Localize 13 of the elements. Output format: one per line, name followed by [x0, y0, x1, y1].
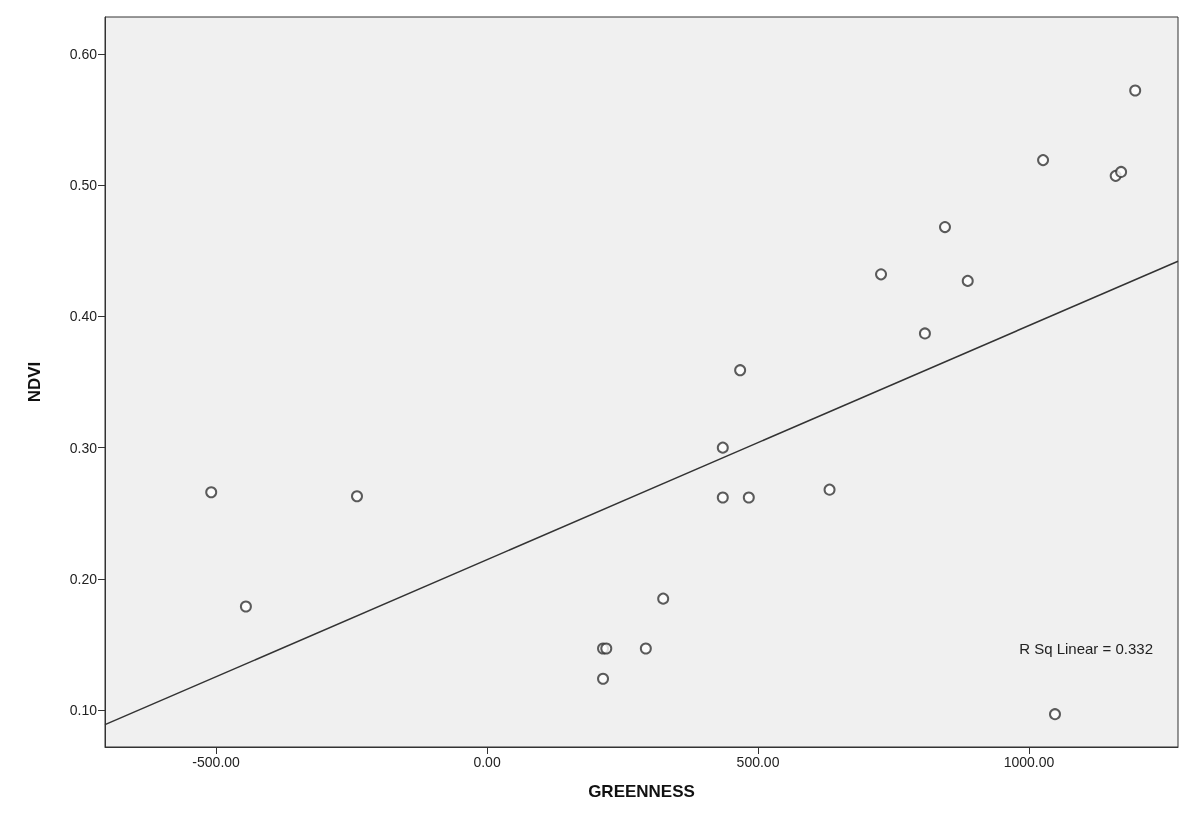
annotation: R Sq Linear = 0.332 — [1019, 640, 1153, 657]
y-tick-label: 0.10 — [69, 702, 98, 719]
y-tick-label: 0.50 — [69, 177, 98, 194]
y-tick-label: 0.40 — [69, 308, 98, 325]
y-tick-label: 0.30 — [69, 439, 98, 456]
x-tick-label: -500.00 — [192, 754, 241, 770]
x-tick-label: 0.00 — [473, 754, 501, 770]
x-tick-label: 1000.00 — [1003, 754, 1055, 770]
y-axis-title: NDVI — [25, 361, 44, 403]
x-tick-label: 500.00 — [736, 754, 780, 770]
y-tick-label: 0.60 — [69, 45, 98, 62]
y-tick-label: 0.20 — [69, 570, 98, 587]
x-axis-title: GREENNESS — [588, 782, 695, 801]
